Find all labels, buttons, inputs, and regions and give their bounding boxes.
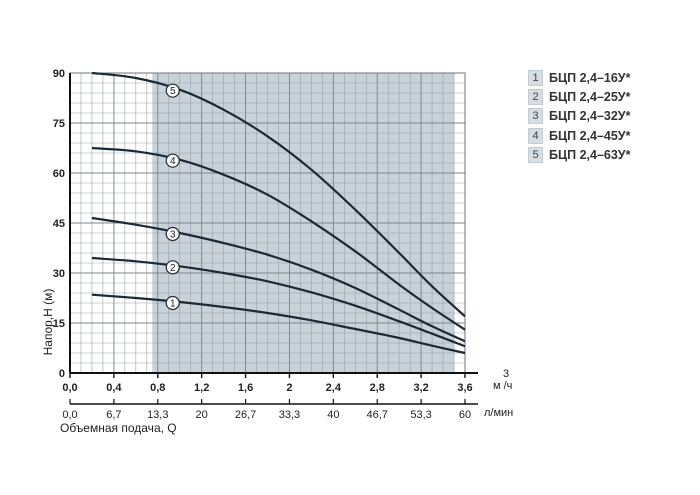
series-line-2	[91, 256, 466, 348]
legend-label: БЦП 2,4–45У*	[549, 128, 631, 143]
x-tick-label: 2	[286, 382, 292, 394]
x-tick-labels: 0,0 0,4 0,8 1,2 1,6 2 2,4 2,8 3,2 3,6	[62, 382, 472, 394]
chart-series	[91, 71, 466, 355]
y-tick-label: 15	[53, 318, 65, 330]
curve-marker-label: 1	[170, 299, 176, 310]
legend-label: БЦП 2,4–63У*	[549, 148, 631, 163]
curve-marker-1	[165, 295, 180, 311]
curve-marker-3	[165, 226, 180, 242]
series-line-3	[91, 216, 466, 343]
x-tick-label: 2,4	[326, 382, 342, 394]
y-tick-label: 60	[53, 168, 65, 180]
x2-tick-labels: 0,0 6,7 13,3 20 26,7 33,3 40 46,7 53,3 60	[62, 409, 471, 421]
legend-item: 4 БЦП 2,4–45У*	[528, 126, 630, 145]
x2-tick-label: 60	[459, 409, 471, 421]
curve-labels: 1 2 3 4 5	[165, 83, 180, 311]
y-axis-label: Напор,Н (м)	[41, 289, 55, 356]
y-tick-labels: 0 15 30 45 60 75 90	[53, 68, 65, 380]
legend-item: 1 БЦП 2,4–16У*	[528, 68, 630, 87]
legend-label: БЦП 2,4–32У*	[549, 109, 631, 124]
y-tick-label: 30	[53, 268, 65, 280]
x-tick-label: 1,2	[194, 382, 209, 394]
y-tick-label: 75	[53, 118, 65, 130]
x2-tick-label: 13,3	[147, 409, 168, 421]
y-tick-label: 90	[53, 68, 65, 80]
legend-label: БЦП 2,4–25У*	[549, 90, 631, 105]
legend-item: 2 БЦП 2,4–25У*	[528, 87, 630, 106]
x2-tick-label: 0,0	[62, 409, 77, 421]
series-line-5	[91, 71, 466, 318]
x-unit-superscript: 3	[503, 368, 509, 380]
series-line-1	[91, 293, 466, 355]
legend-number: 2	[528, 89, 543, 106]
x2-tick-label: 33,3	[279, 409, 300, 421]
x-tick-label: 0,0	[62, 382, 77, 394]
x2-tick-label: 53,3	[410, 409, 431, 421]
x-tick-label: 1,6	[238, 382, 253, 394]
x2-tick-label: 20	[196, 409, 208, 421]
y-tick-label: 45	[53, 218, 65, 230]
legend-item: 3 БЦП 2,4–32У*	[528, 107, 630, 126]
legend-number: 4	[528, 127, 543, 144]
legend-label: БЦП 2,4–16У*	[549, 70, 631, 85]
legend-number: 5	[528, 147, 543, 164]
y-tick-label: 0	[59, 368, 65, 380]
x2-tick-label: 40	[327, 409, 339, 421]
curve-marker-label: 3	[170, 230, 176, 241]
curve-marker-label: 2	[170, 263, 176, 274]
chart-axes	[69, 72, 478, 405]
x-tick-label: 3,2	[413, 382, 428, 394]
x-tick-label: 2,8	[370, 382, 385, 394]
curve-marker-5	[165, 83, 180, 98]
x2-tick-label: 26,7	[235, 409, 256, 421]
curve-marker-2	[165, 260, 180, 275]
x-tick-label: 0,4	[106, 382, 122, 394]
x-unit-base: м	[493, 380, 501, 392]
x2-unit-label: л/мин	[484, 407, 513, 419]
curve-marker-4	[165, 153, 180, 168]
legend-item: 5 БЦП 2,4–63У*	[528, 146, 630, 165]
x-unit-rest: /ч	[504, 380, 513, 392]
legend: 1 БЦП 2,4–16У* 2 БЦП 2,4–25У* 3 БЦП 2,4–32У* 4…	[528, 68, 630, 165]
series-line-4	[91, 146, 466, 331]
curve-marker-label: 5	[170, 86, 176, 97]
x-unit-label: м/ч	[493, 380, 512, 392]
x-tick-label: 3,6	[457, 382, 472, 394]
legend-number: 1	[528, 69, 543, 86]
x2-tick-label: 6,7	[106, 409, 121, 421]
x-tick-label: 0,8	[150, 382, 165, 394]
x2-tick-label: 46,7	[367, 409, 388, 421]
legend-number: 3	[528, 108, 543, 125]
curve-marker-label: 4	[170, 156, 176, 167]
x-axis-label: Объемная подача, Q	[60, 421, 177, 435]
